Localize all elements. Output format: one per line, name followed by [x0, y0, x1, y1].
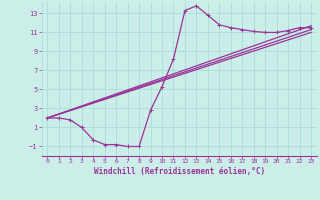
X-axis label: Windchill (Refroidissement éolien,°C): Windchill (Refroidissement éolien,°C) [94, 167, 265, 176]
